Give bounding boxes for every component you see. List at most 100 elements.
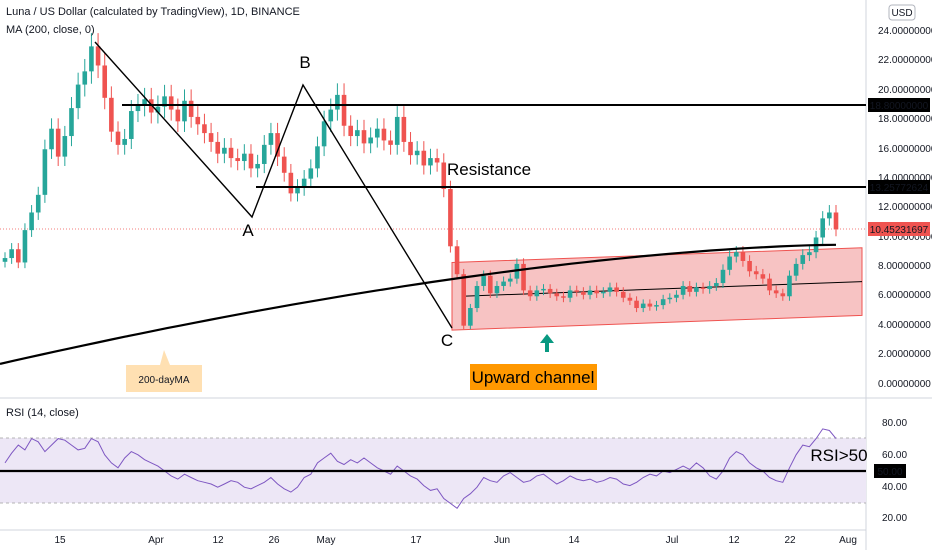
candle-body [175, 109, 181, 122]
candle-body [268, 133, 274, 145]
candle-body [162, 96, 167, 107]
candle-body [182, 100, 187, 122]
candle-body [521, 263, 526, 291]
candle-body [727, 256, 732, 270]
price-tick: 2.00000000 [878, 349, 931, 360]
candle-body [574, 290, 580, 292]
candle-body [22, 230, 28, 263]
ma-200-line [0, 243, 837, 365]
rsi-50-badge [874, 464, 906, 478]
candle-body [614, 287, 619, 292]
chart-title: Luna / US Dollar (calculated by TradingV… [6, 6, 300, 18]
candle-body [507, 278, 513, 282]
candle-body [168, 96, 174, 110]
candle-body [674, 294, 679, 298]
channel-label: Upward channel [472, 368, 595, 387]
candle-body [335, 94, 340, 110]
candle-body [567, 290, 573, 298]
candle-body [620, 291, 626, 298]
candle-body [49, 128, 54, 150]
level-18-8-badge-label: 18.80000000 [870, 101, 929, 112]
candle-body [501, 281, 506, 286]
price-tick: 24.00000000 [878, 26, 932, 37]
level-18-8-badge [868, 98, 930, 112]
candle-body [109, 97, 114, 132]
resistance-badge [868, 180, 930, 194]
candle-body [474, 285, 480, 309]
time-tick: 14 [568, 535, 580, 546]
candle-body [767, 278, 772, 291]
rsi-tick: 20.00 [882, 513, 907, 524]
candle-body [255, 163, 260, 169]
point-b-label: B [299, 53, 310, 72]
price-tick: 0.00000000 [878, 379, 931, 390]
channel-label-box [470, 364, 597, 390]
time-tick: Jul [666, 535, 679, 546]
candle-body [634, 300, 639, 309]
candle-body [42, 149, 48, 195]
time-tick: 22 [784, 535, 796, 546]
candle-body [541, 288, 546, 291]
price-tick: 6.00000000 [878, 290, 931, 301]
candle-body [527, 290, 533, 297]
candle-body [408, 141, 413, 156]
ma-indicator-label: MA (200, close, 0) [6, 24, 95, 36]
rsi-indicator-label: RSI (14, close) [6, 407, 79, 419]
candle-body [261, 144, 267, 164]
candle-body [368, 137, 373, 144]
time-tick: 12 [728, 535, 740, 546]
candle-body [760, 274, 766, 279]
candle-body [188, 100, 194, 117]
candle-body [787, 275, 792, 297]
candle-body [733, 252, 739, 257]
candle-body [381, 128, 387, 141]
candle-body [607, 287, 613, 292]
candle-body [700, 287, 706, 289]
candle-body [115, 131, 121, 145]
candle-body [647, 303, 653, 307]
candle-body [554, 293, 560, 297]
candle-body [394, 116, 400, 145]
candle-body [680, 285, 686, 295]
candle-body [388, 140, 393, 145]
candle-body [694, 287, 699, 292]
candle-body [747, 260, 752, 272]
candle-body [142, 99, 147, 106]
currency-button[interactable] [888, 4, 916, 21]
candle-body [281, 156, 287, 173]
candle-body [9, 249, 14, 259]
candle-body [793, 263, 799, 276]
candle-body [348, 125, 353, 137]
candle-body [488, 275, 493, 294]
price-tick: 18.00000000 [878, 114, 932, 125]
candle-body [687, 285, 693, 292]
candle-body [328, 109, 334, 122]
candle-body [414, 150, 420, 156]
candle-body [468, 308, 473, 326]
rsi-tick: 40.00 [882, 482, 907, 493]
time-tick: Jun [494, 535, 510, 546]
price-tick: 14.00000000 [878, 173, 932, 184]
last-price-badge-label: 10.45231697 [870, 225, 929, 236]
time-tick: Apr [148, 535, 164, 546]
candle-body [707, 285, 712, 289]
candle-body [275, 133, 280, 157]
candle-body [341, 94, 347, 126]
candle-body [135, 105, 141, 112]
rsi-tick: 60.00 [882, 450, 907, 461]
candle-body [773, 290, 779, 294]
price-tick: 22.00000000 [878, 55, 932, 66]
candle-body [441, 162, 447, 189]
candle-body [434, 158, 440, 163]
candle-body [780, 293, 786, 297]
candle-body [461, 274, 467, 326]
price-tick: 20.00000000 [878, 85, 932, 96]
candle-body [714, 283, 719, 286]
price-tick: 16.00000000 [878, 144, 932, 155]
candle-body [401, 116, 407, 142]
candle-body [494, 285, 500, 294]
candle-body [69, 108, 74, 137]
ma-callout-box [126, 350, 202, 392]
candle-body [827, 212, 832, 219]
candle-body [601, 291, 606, 294]
